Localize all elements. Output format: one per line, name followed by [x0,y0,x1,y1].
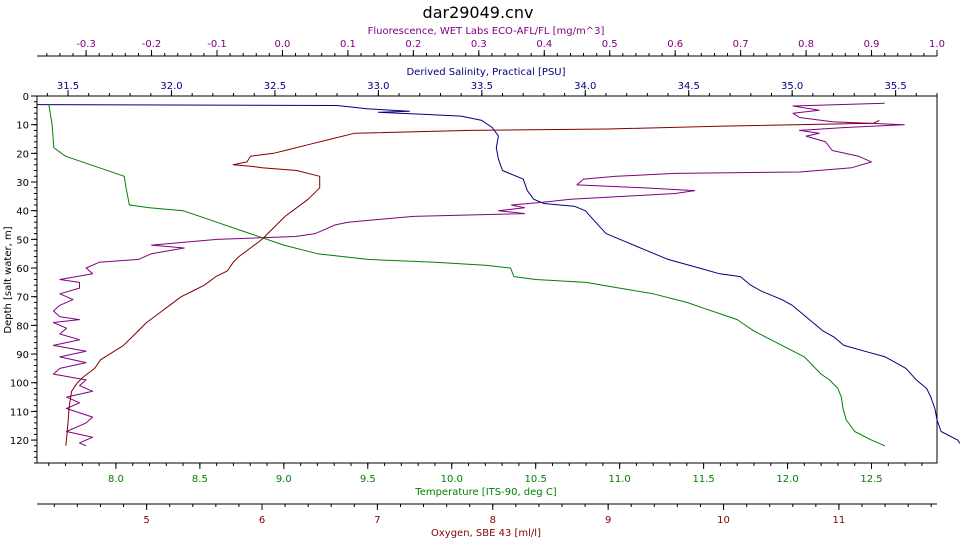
temperature-tick-label: 12.0 [776,474,798,485]
depth-tick-label: 40 [16,207,29,218]
fluorescence-tick-label: -0.2 [142,39,162,50]
depth-tick-label: 50 [16,235,29,246]
salinity-tick-label: 35.5 [884,81,906,92]
fluorescence-tick-label: 0.1 [340,39,356,50]
salinity-axis: 31.5 32.0 32.5 33.0 33.5 34.0 34.5 35.0 35.5 [37,81,938,97]
depth-axis-title: Depth [salt water, m] [3,226,14,333]
salinity-series-line [36,104,960,445]
oxygen-tick-label: 8 [490,515,496,526]
depth-axis: 0 10 20 30 40 50 60 70 80 90 100 110 120 [10,92,37,464]
salinity-tick-label: 35.0 [781,81,803,92]
temperature-tick-label: 9.5 [360,474,376,485]
temperature-axis: 8.0 8.5 9.0 9.5 10.0 10.5 11.0 11.5 12.0 12.5 [37,462,937,485]
fluorescence-tick-label: -0.3 [76,39,96,50]
salinity-tick-label: 32.0 [160,81,182,92]
plot-frame [36,95,938,464]
oxygen-series-line [65,119,880,446]
fluorescence-tick-label: 0.5 [602,39,618,50]
depth-tick-label: 10 [16,121,29,132]
fluorescence-tick-label: 0.4 [536,39,552,50]
salinity-tick-label: 33.5 [471,81,493,92]
depth-tick-label: 0 [23,92,29,103]
depth-tick-label: 100 [10,379,29,390]
depth-tick-label: 20 [16,149,29,160]
fluorescence-axis: -0.3 -0.2 -0.1 0.0 0.1 0.2 0.3 0.4 0.5 0.6 0.7 0.8 0… [37,39,945,57]
temperature-tick-label: 8.5 [192,474,208,485]
fluorescence-tick-label: 0.7 [733,39,749,50]
salinity-tick-label: 33.0 [367,81,389,92]
temperature-tick-label: 12.5 [860,474,882,485]
oxygen-tick-label: 6 [259,515,265,526]
salinity-axis-title: Derived Salinity, Practical [PSU] [406,67,565,78]
depth-tick-label: 80 [16,321,29,332]
temperature-series-line [48,104,886,447]
depth-tick-label: 60 [16,264,29,275]
oxygen-axis: 5 6 7 8 9 10 11 [37,503,937,526]
chart-title: dar29049.cnv [423,3,534,22]
fluorescence-tick-label: 0.0 [275,39,291,50]
fluorescence-tick-label: 0.9 [864,39,880,50]
salinity-tick-label: 34.5 [678,81,700,92]
fluorescence-axis-title: Fluorescence, WET Labs ECO-AFL/FL [mg/m^… [368,26,605,37]
oxygen-tick-label: 9 [605,515,611,526]
depth-tick-label: 110 [10,407,29,418]
depth-tick-label: 120 [10,436,29,447]
oxygen-tick-label: 5 [143,515,149,526]
series-layer [36,102,960,447]
fluorescence-tick-label: 0.8 [798,39,814,50]
temperature-tick-label: 10.5 [525,474,547,485]
temperature-tick-label: 8.0 [108,474,124,485]
fluorescence-series-line [52,102,905,447]
salinity-tick-label: 31.5 [57,81,79,92]
temperature-tick-label: 11.5 [692,474,714,485]
fluorescence-tick-label: 0.2 [405,39,421,50]
temperature-tick-label: 10.0 [441,474,463,485]
oxygen-axis-title: Oxygen, SBE 43 [ml/l] [431,528,541,539]
salinity-tick-label: 32.5 [264,81,286,92]
temperature-tick-label: 9.0 [276,474,292,485]
fluorescence-tick-label: -0.1 [207,39,227,50]
temperature-tick-label: 11.0 [609,474,631,485]
oxygen-tick-label: 10 [717,515,730,526]
depth-tick-label: 30 [16,178,29,189]
oxygen-tick-label: 7 [374,515,380,526]
depth-tick-label: 70 [16,293,29,304]
salinity-tick-label: 34.0 [574,81,596,92]
fluorescence-tick-label: 0.6 [667,39,683,50]
oxygen-tick-label: 11 [833,515,846,526]
fluorescence-tick-label: 0.3 [471,39,487,50]
depth-tick-label: 90 [16,350,29,361]
temperature-axis-title: Temperature [ITS-90, deg C] [414,487,557,498]
fluorescence-tick-label: 1.0 [929,39,945,50]
